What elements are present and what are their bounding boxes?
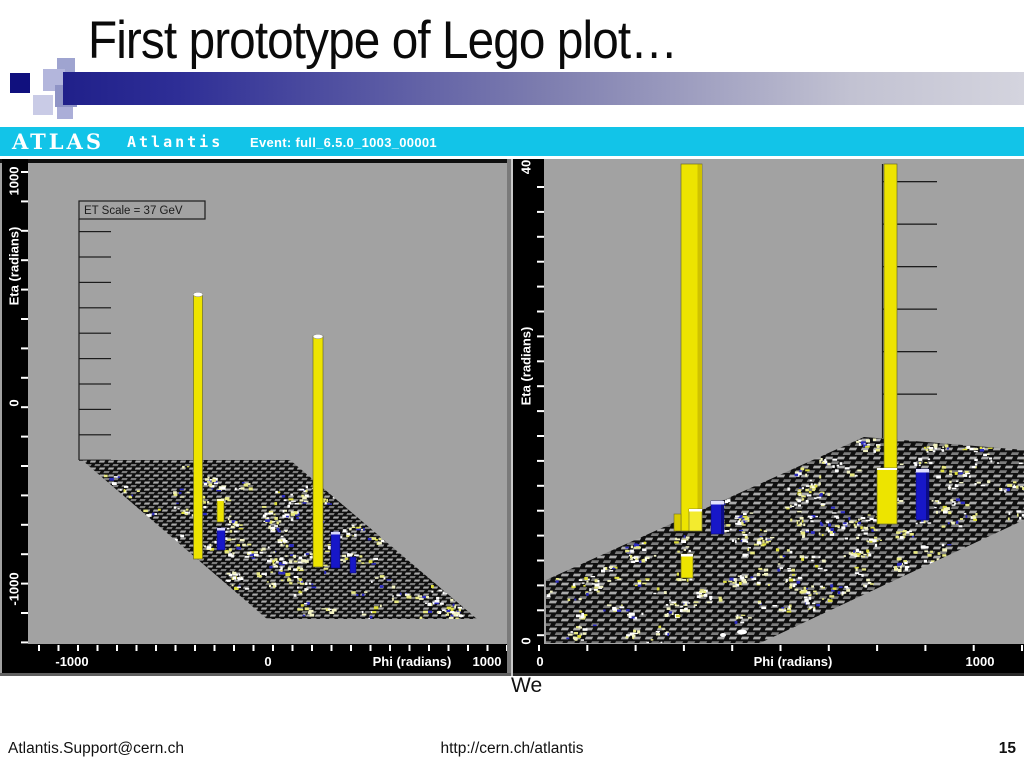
- plot-bottom-border: [513, 673, 1024, 676]
- tower-top-face: [331, 532, 340, 535]
- et-tower-yellow: [193, 293, 203, 560]
- tower-step: [673, 513, 682, 532]
- tower-side-shade: [697, 164, 702, 531]
- et-towers: [192, 292, 357, 574]
- phi-tick-left: -1000: [55, 654, 88, 669]
- eta-axis-ticks: [537, 186, 544, 637]
- et-tower-blue-small: [349, 556, 357, 574]
- phi-axis-strip: [2, 644, 509, 673]
- tower-cap: [192, 292, 204, 297]
- phi-tick-right: 1000: [473, 654, 502, 669]
- eta-axis-label: Eta (radians): [7, 227, 22, 306]
- panel-divider: [509, 159, 513, 676]
- deco-gradient-bar: [63, 72, 1024, 105]
- phi-axis-label: Phi (radians): [754, 654, 833, 669]
- eta-tick-bottom: -1000: [7, 572, 22, 605]
- atlas-logo: ATLAS: [12, 129, 104, 154]
- et-tower-yellow: [312, 335, 324, 568]
- tower-side-shade: [926, 472, 929, 520]
- deco-square: [10, 73, 30, 93]
- et-tower-yellow-small: [216, 498, 225, 523]
- eta-axis-strip: [513, 159, 544, 673]
- eta-axis-label: Eta (radians): [519, 327, 534, 406]
- tower-top-face: [916, 469, 929, 473]
- lego-plot-left: ET Scale = 37 GeV: [0, 159, 511, 676]
- tower-top-face: [681, 554, 693, 557]
- et-scale-label: ET Scale = 37 GeV: [84, 205, 183, 217]
- footer-email: Atlantis.Support@cern.ch: [8, 740, 184, 757]
- slide-number: 15: [998, 740, 1016, 757]
- tower-cap: [312, 334, 324, 339]
- phi-axis-strip: [513, 644, 1024, 673]
- eta-tick-top: 40: [519, 160, 534, 174]
- footer-url: http://cern.ch/atlantis: [440, 740, 584, 757]
- tower-top-face: [689, 509, 702, 512]
- event-display-area: ET Scale = 37 GeV: [0, 159, 1024, 676]
- et-tower-blue: [330, 531, 341, 569]
- et-towers: [673, 163, 930, 637]
- app-name: Atlantis: [127, 133, 224, 151]
- eta-axis-ticks: [21, 171, 28, 644]
- tower-step: [876, 467, 898, 525]
- phi-axis-label: Phi (radians): [373, 654, 452, 669]
- eta-tick-zero: 0: [7, 399, 22, 406]
- phi-tick-left: 0: [536, 654, 543, 669]
- et-scale-ruler: [881, 164, 937, 438]
- et-tower-blue: [216, 527, 226, 551]
- plot-top-border: [0, 159, 511, 163]
- tower-top-face: [217, 499, 224, 501]
- plot-bottom-border: [0, 673, 511, 676]
- phi-tick-zero: 0: [264, 654, 271, 669]
- lego-plot-right: 40 Eta (radians) 0 0 Phi (radians) 1000: [513, 159, 1024, 676]
- deco-square: [33, 95, 53, 115]
- hit-blob: [720, 633, 726, 637]
- deco-square: [57, 107, 73, 119]
- hit-blob: [737, 629, 747, 635]
- tower-side-shade: [721, 504, 724, 534]
- eta-tick-zero: 0: [519, 637, 534, 644]
- eta-tick-top: 1000: [7, 167, 22, 196]
- tower-top-face: [877, 468, 897, 470]
- atlantis-header-bar: ATLAS Atlantis Event: full_6.5.0_1003_00…: [0, 127, 1024, 156]
- tower-top-face: [217, 528, 225, 531]
- phi-tick-right: 1000: [966, 654, 995, 669]
- plot-right-border: [507, 159, 511, 676]
- stray-text: We: [511, 674, 543, 697]
- et-scale-ruler: ET Scale = 37 GeV: [78, 200, 206, 461]
- eta-axis-strip: [2, 159, 28, 673]
- tower-top-face: [711, 501, 724, 505]
- phi-axis-ticks: [38, 645, 508, 651]
- et-tower-yellow-small: [680, 553, 694, 579]
- calo-speckles: [104, 465, 464, 619]
- phi-axis-ticks: [538, 645, 1023, 651]
- tower-step: [688, 508, 703, 532]
- event-label: Event: full_6.5.0_1003_00001: [250, 135, 437, 150]
- slide-title: First prototype of Lego plot…: [88, 11, 678, 70]
